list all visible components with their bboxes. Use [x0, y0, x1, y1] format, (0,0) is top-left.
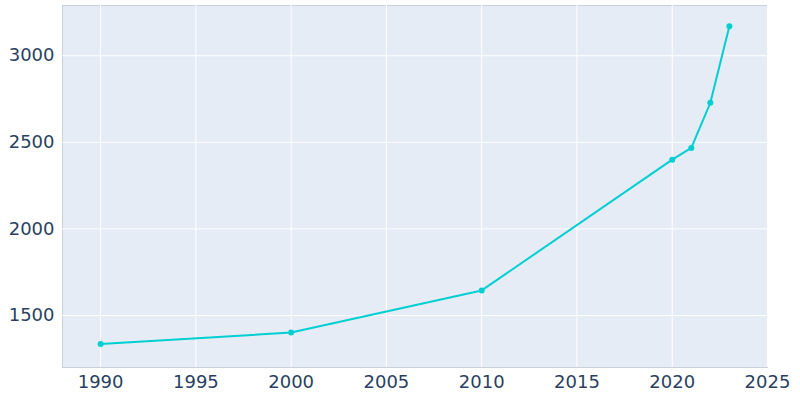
svg-text:1500: 1500	[9, 304, 55, 325]
svg-text:1995: 1995	[173, 371, 219, 392]
svg-text:2010: 2010	[459, 371, 505, 392]
svg-text:2025: 2025	[745, 371, 791, 392]
svg-text:2000: 2000	[268, 371, 314, 392]
svg-text:3000: 3000	[9, 44, 55, 65]
svg-text:2500: 2500	[9, 131, 55, 152]
svg-text:2000: 2000	[9, 218, 55, 239]
svg-text:1990: 1990	[78, 371, 124, 392]
svg-text:2005: 2005	[364, 371, 410, 392]
svg-text:2020: 2020	[649, 371, 695, 392]
svg-text:2015: 2015	[554, 371, 600, 392]
